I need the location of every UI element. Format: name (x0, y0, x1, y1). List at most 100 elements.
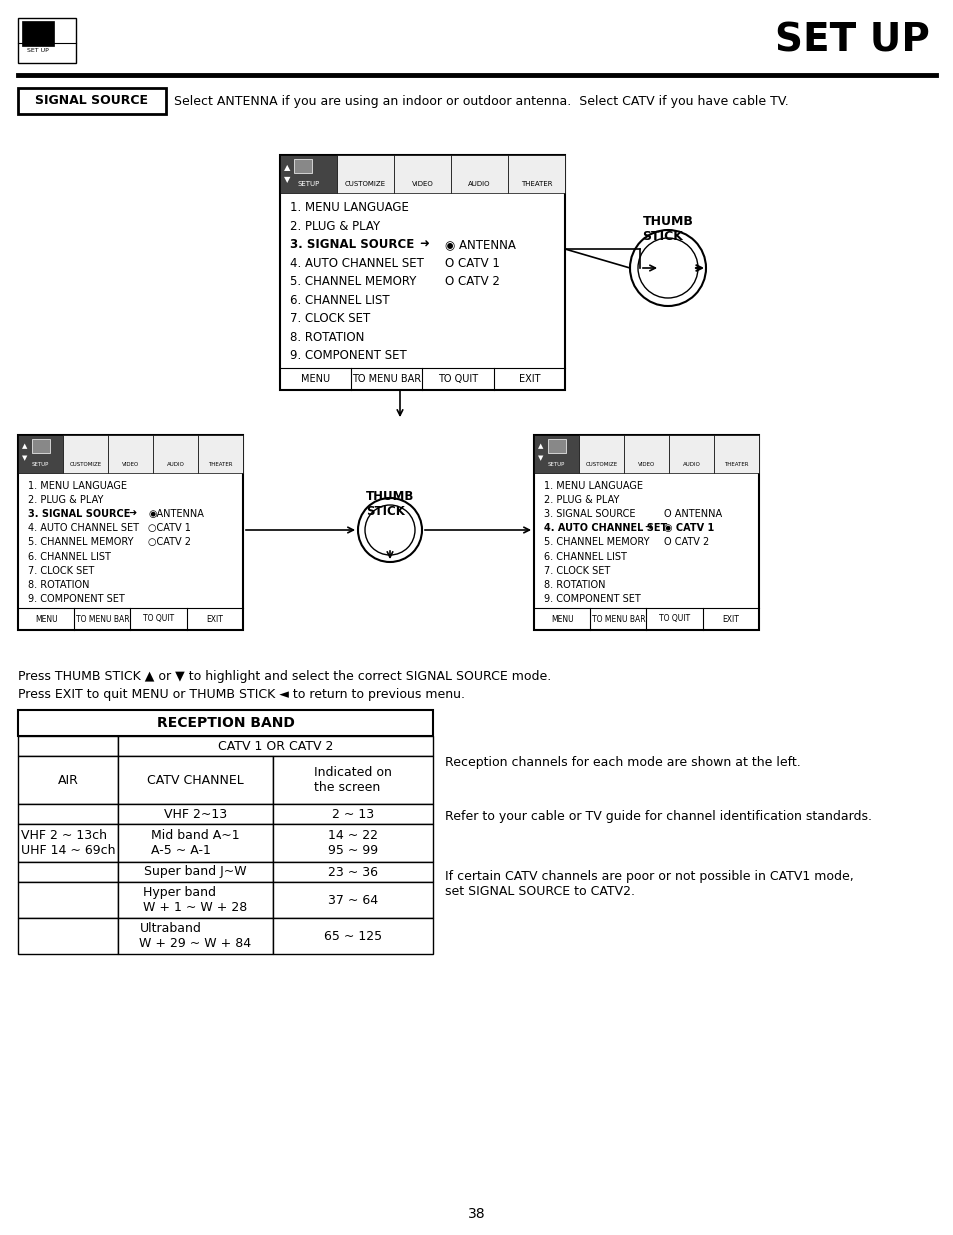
Text: 8. ROTATION: 8. ROTATION (28, 579, 90, 590)
Text: TO QUIT: TO QUIT (659, 615, 689, 624)
Text: 14 ~ 22
95 ~ 99: 14 ~ 22 95 ~ 99 (328, 829, 377, 857)
Text: THUMB
STICK: THUMB STICK (642, 215, 693, 243)
Bar (273, 862, 433, 882)
Text: Reception channels for each mode are shown at the left.: Reception channels for each mode are sho… (444, 756, 800, 769)
Text: ◉ ANTENNA: ◉ ANTENNA (445, 238, 516, 251)
Bar (118, 804, 273, 824)
Text: SETUP: SETUP (31, 462, 50, 467)
Text: 9. COMPONENT SET: 9. COMPONENT SET (290, 350, 406, 362)
Text: ➜: ➜ (419, 238, 429, 251)
Text: SETUP: SETUP (297, 182, 319, 186)
Bar (273, 918, 433, 953)
Text: VIDEO: VIDEO (411, 182, 433, 186)
Text: 4. AUTO CHANNEL SET: 4. AUTO CHANNEL SET (290, 257, 423, 269)
Bar (273, 824, 433, 862)
Text: Super band J~W: Super band J~W (144, 866, 247, 878)
Text: ▲: ▲ (22, 443, 28, 450)
Text: THEATER: THEATER (208, 462, 233, 467)
Text: 5. CHANNEL MEMORY: 5. CHANNEL MEMORY (28, 537, 133, 547)
Bar (18, 918, 118, 953)
Bar (152, 435, 198, 473)
Bar (280, 156, 564, 390)
Text: 9. COMPONENT SET: 9. COMPONENT SET (28, 594, 125, 604)
Bar (713, 435, 759, 473)
Bar (18, 824, 118, 862)
Text: 2. PLUG & PLAY: 2. PLUG & PLAY (28, 495, 103, 505)
Text: 38: 38 (468, 1207, 485, 1221)
Bar (118, 736, 433, 756)
Text: ◉ CATV 1: ◉ CATV 1 (664, 524, 714, 534)
Text: 2 ~ 13: 2 ~ 13 (332, 808, 374, 820)
Text: 5. CHANNEL MEMORY: 5. CHANNEL MEMORY (290, 275, 416, 288)
Text: TO MENU BAR: TO MENU BAR (75, 615, 129, 624)
Text: CATV CHANNEL: CATV CHANNEL (147, 773, 244, 787)
Bar (118, 862, 273, 882)
Text: SET UP: SET UP (27, 48, 49, 53)
Text: TO QUIT: TO QUIT (143, 615, 174, 624)
Text: EXIT: EXIT (206, 615, 223, 624)
Bar (18, 862, 118, 882)
Text: Press THUMB STICK ▲ or ▼ to highlight and select the correct SIGNAL SOURCE mode.: Press THUMB STICK ▲ or ▼ to highlight an… (18, 671, 551, 683)
Text: VIDEO: VIDEO (638, 462, 655, 467)
Text: 65 ~ 125: 65 ~ 125 (324, 930, 381, 942)
Bar (280, 156, 336, 193)
Text: 6. CHANNEL LIST: 6. CHANNEL LIST (543, 552, 626, 562)
Bar (18, 710, 433, 736)
Text: 2. PLUG & PLAY: 2. PLUG & PLAY (543, 495, 618, 505)
Bar (18, 882, 118, 918)
Bar (451, 156, 507, 193)
Text: 5. CHANNEL MEMORY: 5. CHANNEL MEMORY (543, 537, 649, 547)
Text: O ANTENNA: O ANTENNA (664, 509, 721, 519)
Text: EXIT: EXIT (518, 374, 539, 384)
Bar (507, 156, 564, 193)
Text: ▼: ▼ (537, 454, 543, 461)
Bar (394, 156, 451, 193)
Text: TO QUIT: TO QUIT (437, 374, 477, 384)
Text: Select ANTENNA if you are using an indoor or outdoor antenna.  Select CATV if yo: Select ANTENNA if you are using an indoo… (173, 95, 788, 107)
Text: 3. SIGNAL SOURCE: 3. SIGNAL SOURCE (290, 238, 414, 251)
Text: THEATER: THEATER (723, 462, 748, 467)
Text: O CATV 2: O CATV 2 (445, 275, 499, 288)
Text: 3. SIGNAL SOURCE: 3. SIGNAL SOURCE (543, 509, 635, 519)
Text: Hyper band
W + 1 ~ W + 28: Hyper band W + 1 ~ W + 28 (143, 885, 248, 914)
Text: ○CATV 2: ○CATV 2 (149, 537, 192, 547)
Bar (547, 438, 565, 453)
Bar (18, 756, 118, 804)
Bar (32, 438, 50, 453)
Bar (18, 435, 63, 473)
Bar (273, 882, 433, 918)
Bar (534, 435, 759, 630)
Text: 1. MENU LANGUAGE: 1. MENU LANGUAGE (290, 201, 409, 214)
Bar (294, 159, 312, 173)
Text: EXIT: EXIT (721, 615, 739, 624)
Text: 23 ~ 36: 23 ~ 36 (328, 866, 377, 878)
Text: 9. COMPONENT SET: 9. COMPONENT SET (543, 594, 640, 604)
Text: TO MENU BAR: TO MENU BAR (352, 374, 421, 384)
Circle shape (629, 230, 705, 306)
Text: VHF 2~13: VHF 2~13 (164, 808, 227, 820)
Text: AUDIO: AUDIO (468, 182, 490, 186)
Text: 6. CHANNEL LIST: 6. CHANNEL LIST (28, 552, 111, 562)
Text: RECEPTION BAND: RECEPTION BAND (156, 716, 294, 730)
Text: SET UP: SET UP (774, 22, 929, 61)
Text: MENU: MENU (550, 615, 573, 624)
Text: AUDIO: AUDIO (167, 462, 184, 467)
Text: AIR: AIR (57, 773, 78, 787)
Circle shape (357, 498, 421, 562)
Bar (18, 736, 118, 756)
Text: Indicated on
the screen: Indicated on the screen (314, 766, 392, 794)
Bar (118, 756, 273, 804)
Text: Mid band A~1
A-5 ~ A-1: Mid band A~1 A-5 ~ A-1 (151, 829, 239, 857)
Text: 7. CLOCK SET: 7. CLOCK SET (290, 312, 370, 325)
Bar (22, 21, 54, 46)
Text: TO MENU BAR: TO MENU BAR (591, 615, 644, 624)
Text: 6. CHANNEL LIST: 6. CHANNEL LIST (290, 294, 389, 306)
Bar (336, 156, 394, 193)
Bar (18, 19, 76, 63)
Text: Press EXIT to quit MENU or THUMB STICK ◄ to return to previous menu.: Press EXIT to quit MENU or THUMB STICK ◄… (18, 688, 464, 701)
Text: Ultraband
W + 29 ~ W + 84: Ultraband W + 29 ~ W + 84 (139, 923, 252, 950)
Text: CUSTOMIZE: CUSTOMIZE (70, 462, 101, 467)
Text: CUSTOMIZE: CUSTOMIZE (345, 182, 386, 186)
Text: ○CATV 1: ○CATV 1 (149, 524, 192, 534)
Text: ▼: ▼ (284, 175, 291, 184)
